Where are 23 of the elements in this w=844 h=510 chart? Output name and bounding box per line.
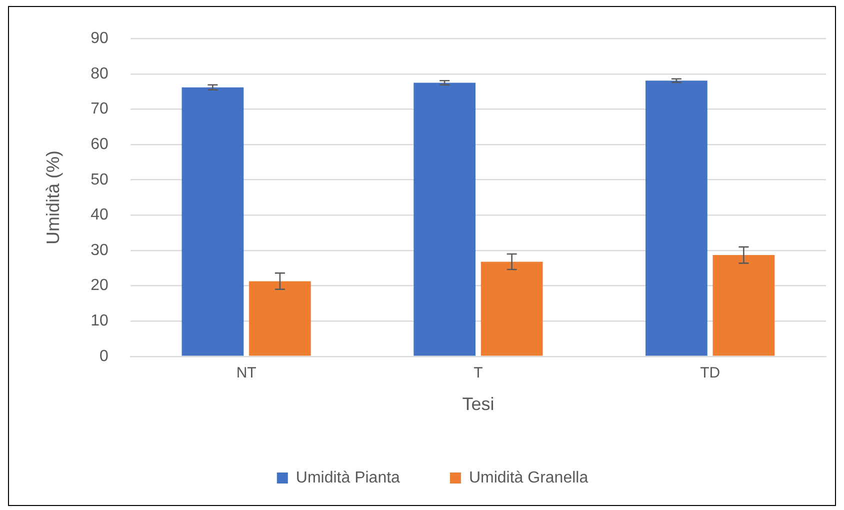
legend-label: Umidità Granella <box>468 469 588 486</box>
y-tick-label: 70 <box>90 100 108 118</box>
bar <box>480 262 543 356</box>
x-axis-title: Tesi <box>462 394 494 414</box>
bar <box>712 255 775 356</box>
x-tick-label: NT <box>236 364 256 382</box>
x-tick-label: T <box>474 364 483 382</box>
y-tick-label: 0 <box>99 348 108 365</box>
bar <box>182 87 244 356</box>
y-axis-title: Umidità (%) <box>42 150 63 245</box>
y-tick-label: 50 <box>90 171 108 188</box>
y-tick-label: 30 <box>90 242 108 259</box>
y-tick-label: 60 <box>90 136 108 153</box>
y-tick-label: 40 <box>90 206 108 224</box>
legend-label: Umidità Pianta <box>296 469 400 486</box>
y-tick-label: 20 <box>90 277 108 294</box>
y-tick-label: 90 <box>90 30 108 48</box>
bar <box>414 82 476 356</box>
y-tick-label: 10 <box>90 312 108 330</box>
bar <box>646 80 708 356</box>
x-tick-label: TD <box>700 364 720 382</box>
bar <box>249 281 311 356</box>
y-tick-label: 80 <box>90 65 108 82</box>
